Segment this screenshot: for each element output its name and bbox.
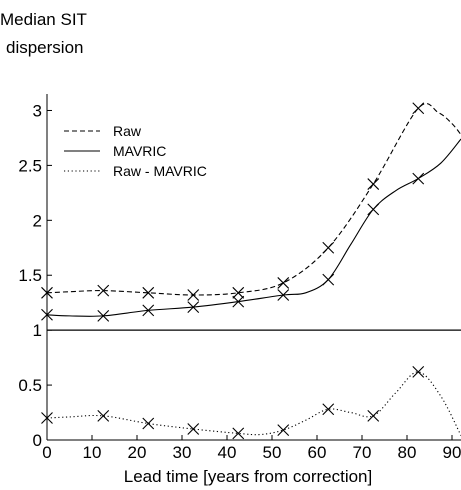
tick-marks: 00.511.522.530 10 20 30 40 50 60 70 80 90 — [18, 101, 461, 462]
x-tick-label: 70 — [353, 443, 372, 462]
series-raw — [41, 102, 461, 301]
y-tick-label: 2 — [33, 211, 42, 230]
data-point-marker — [322, 241, 335, 254]
data-point-marker — [97, 284, 110, 297]
legend-label-raw-mavric: Raw - MAVRIC — [113, 163, 207, 179]
y-tick-label: 1 — [33, 321, 42, 340]
data-point-marker — [277, 277, 290, 289]
series-line — [46, 103, 461, 296]
data-point-marker — [187, 289, 200, 301]
y-tick-label: 1.5 — [18, 266, 42, 285]
x-tick-label: 60 — [308, 443, 327, 462]
data-point-marker — [277, 424, 290, 437]
data-point-marker — [367, 409, 380, 422]
data-point-marker — [367, 178, 380, 190]
data-point-marker — [97, 409, 110, 422]
legend-label-mavric: MAVRIC — [113, 143, 166, 159]
data-point-marker — [41, 286, 53, 299]
series-line — [46, 138, 461, 317]
x-tick-label: 90 — [443, 443, 461, 462]
data-point-marker — [41, 412, 53, 424]
data-point-marker — [142, 417, 155, 430]
axes — [46, 94, 461, 441]
data-point-marker — [97, 309, 110, 322]
y-tick-label: 2.5 — [18, 156, 42, 175]
x-tick-label: 50 — [263, 443, 282, 462]
data-point-marker — [412, 172, 425, 185]
data-point-marker — [412, 102, 425, 115]
legend-label-raw: Raw — [113, 123, 142, 139]
y-axis-title-line-1: Median SIT — [0, 10, 87, 29]
series-mavric — [41, 138, 461, 322]
legend: Raw MAVRIC Raw - MAVRIC — [64, 123, 207, 179]
data-point-marker — [232, 427, 245, 440]
x-tick-label: 0 — [42, 443, 51, 462]
data-point-marker — [187, 423, 200, 435]
data-point-marker — [412, 366, 425, 378]
data-point-marker — [187, 301, 200, 313]
data-point-marker — [232, 286, 245, 299]
x-tick-label: 20 — [128, 443, 147, 462]
data-point-marker — [142, 304, 155, 317]
y-tick-label: 3 — [33, 101, 42, 120]
x-tick-label: 30 — [173, 443, 192, 462]
x-tick-label: 40 — [218, 443, 237, 462]
y-tick-label: 0 — [33, 431, 42, 450]
series-group — [41, 102, 461, 440]
series-raw-mavric — [41, 366, 461, 440]
data-point-marker — [277, 289, 290, 301]
data-point-marker — [142, 286, 155, 299]
y-tick-label: 0.5 — [18, 376, 42, 395]
y-axis-title-line-2: dispersion — [6, 38, 84, 57]
x-tick-label: 10 — [83, 443, 102, 462]
series-line — [46, 371, 461, 436]
data-point-marker — [367, 203, 380, 216]
x-tick-label: 80 — [398, 443, 417, 462]
data-point-marker — [322, 403, 335, 416]
x-axis-title: Lead time [years from correction] — [124, 467, 372, 486]
data-point-marker — [232, 295, 245, 308]
data-point-marker — [41, 308, 53, 321]
data-point-marker — [322, 273, 335, 286]
